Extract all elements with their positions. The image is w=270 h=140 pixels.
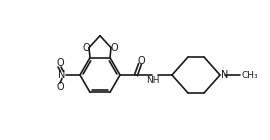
Text: O: O xyxy=(56,82,64,92)
Text: CH₃: CH₃ xyxy=(242,71,259,80)
Text: N: N xyxy=(221,70,228,80)
Text: O: O xyxy=(56,58,64,68)
Text: O: O xyxy=(137,55,145,66)
Text: N: N xyxy=(58,70,66,80)
Text: O: O xyxy=(82,43,90,53)
Text: O: O xyxy=(110,43,118,53)
Text: NH: NH xyxy=(146,76,160,85)
